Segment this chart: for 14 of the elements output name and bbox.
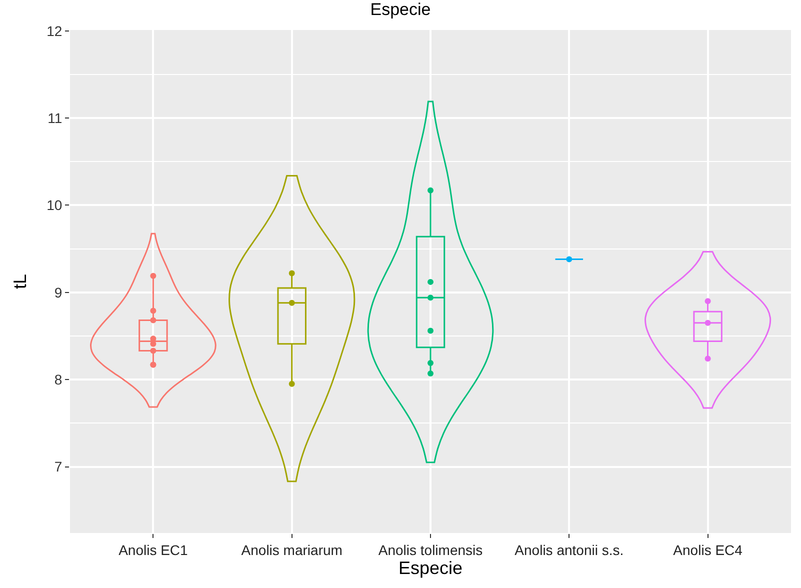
y-tick-label: 11: [48, 110, 62, 126]
y-tick-label: 9: [54, 284, 62, 300]
y-tick-label: 12: [46, 22, 62, 39]
x-tick-label: Anolis EC1: [118, 542, 188, 558]
y-tick-label: 10: [46, 197, 62, 214]
x-tick-label: Anolis mariarum: [241, 542, 342, 558]
chart-title: Especie: [370, 0, 431, 19]
x-tick-label: Anolis EC4: [673, 542, 743, 558]
y-axis-title: tL: [10, 274, 30, 290]
x-tick-label: Anolis antonii s.s.: [514, 542, 624, 558]
y-tick-label: 7: [54, 458, 62, 475]
x-tick-label: Anolis tolimensis: [378, 542, 483, 558]
x-axis-title: Especie: [398, 558, 463, 578]
y-tick-label: 8: [54, 371, 62, 388]
